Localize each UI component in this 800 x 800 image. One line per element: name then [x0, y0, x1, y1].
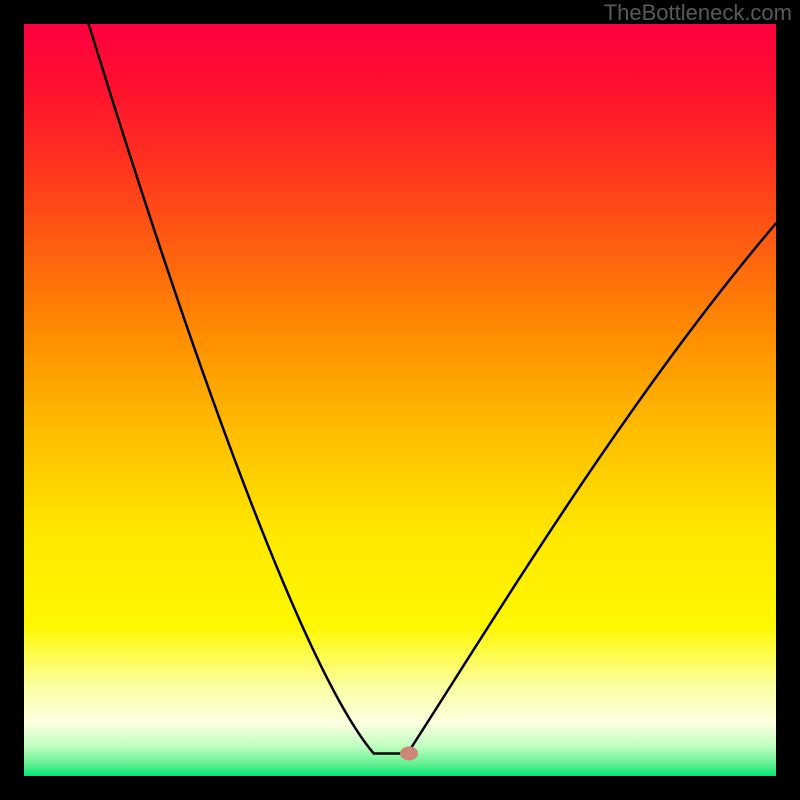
- bottleneck-chart: [0, 0, 800, 800]
- chart-background: [24, 24, 776, 776]
- watermark-text: TheBottleneck.com: [604, 0, 792, 26]
- optimal-point-marker: [400, 746, 418, 760]
